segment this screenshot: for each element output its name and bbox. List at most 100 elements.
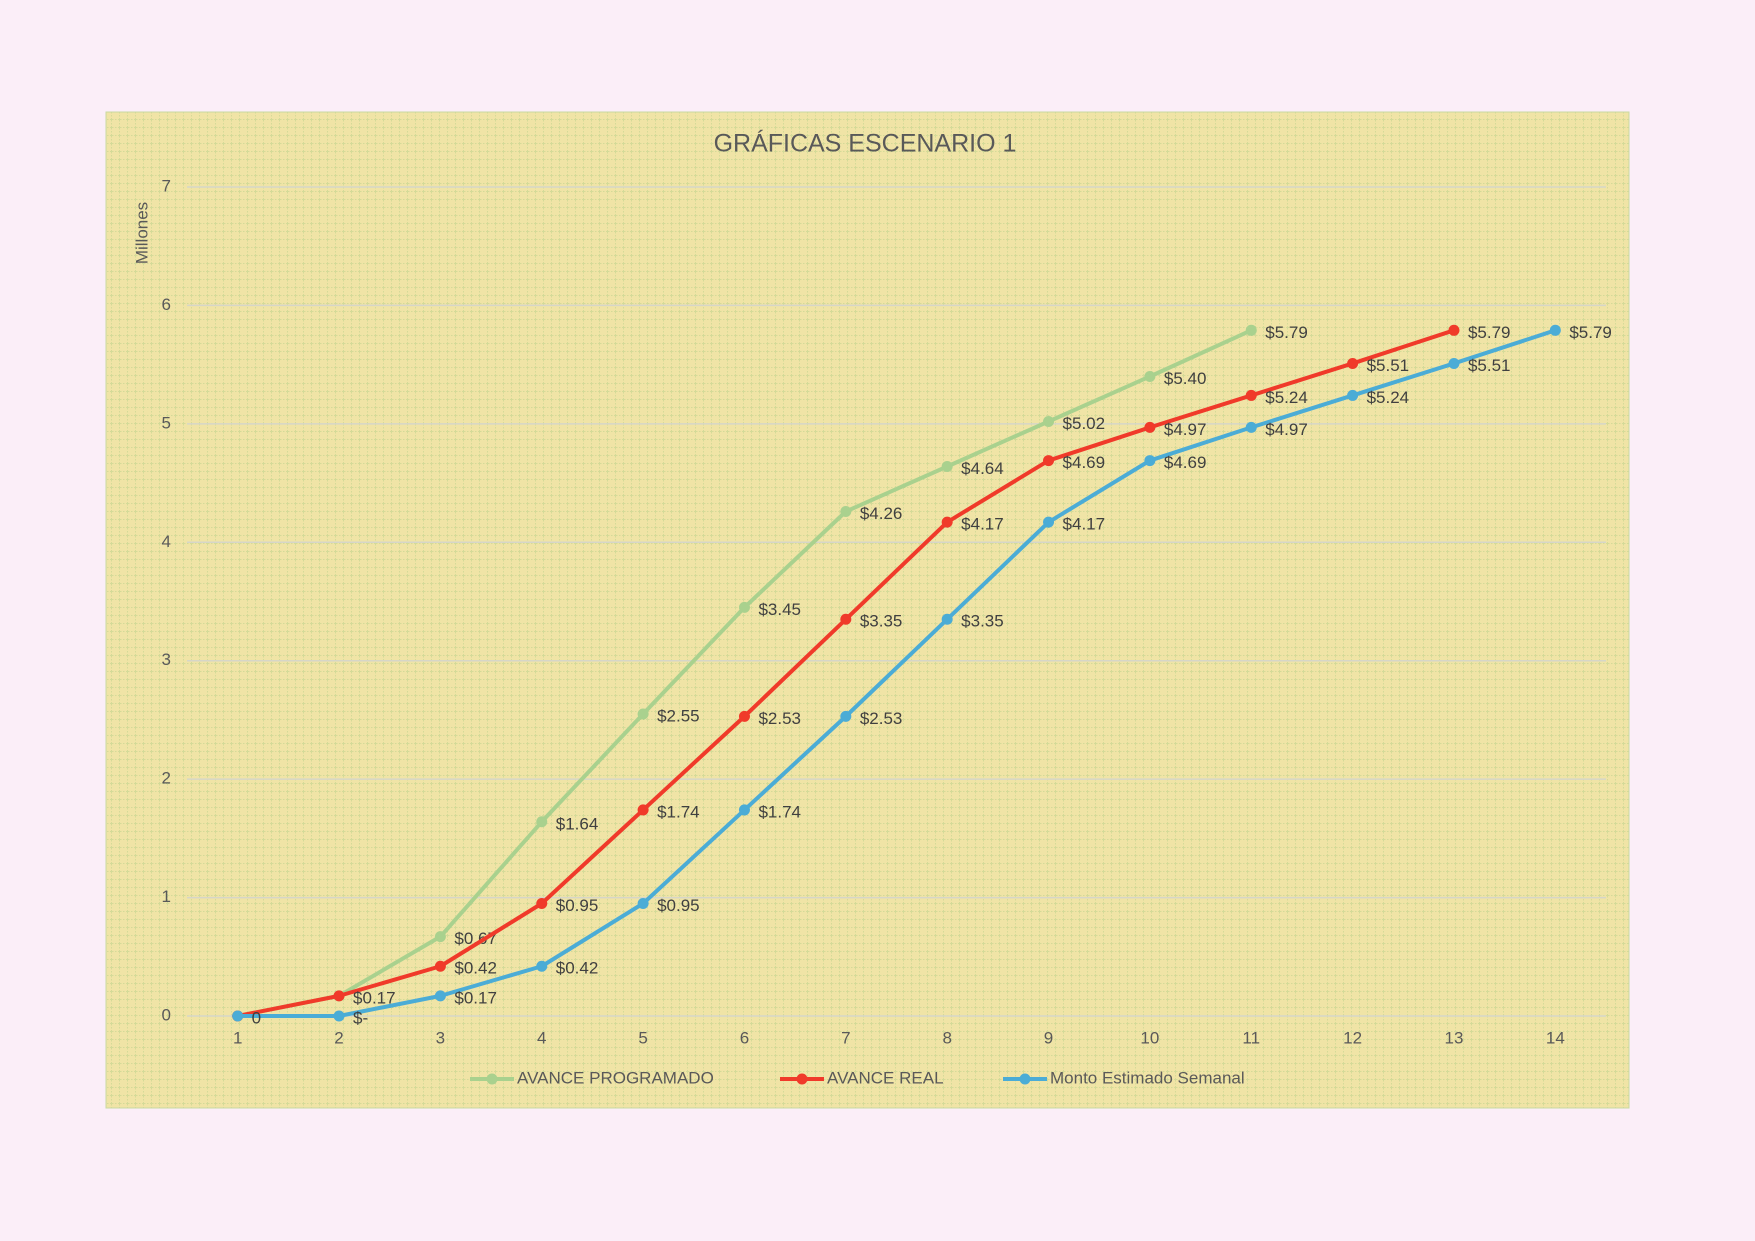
point	[840, 505, 852, 517]
y-tick-label: 2	[162, 769, 171, 788]
point	[1448, 357, 1460, 369]
point	[637, 897, 649, 909]
data-label: $5.24	[1265, 388, 1308, 407]
point	[536, 897, 548, 909]
point	[536, 960, 548, 972]
point	[1347, 357, 1359, 369]
point	[434, 931, 446, 943]
data-label: $0.17	[454, 988, 497, 1007]
data-label: $5.24	[1367, 388, 1410, 407]
data-label: $2.53	[758, 709, 801, 728]
x-tick-label: 14	[1546, 1028, 1565, 1047]
y-axis-title: Millones	[132, 202, 151, 264]
legend-marker	[796, 1073, 808, 1085]
point	[1144, 455, 1156, 467]
data-label: $0.95	[556, 896, 599, 915]
legend-marker	[486, 1073, 498, 1085]
data-label: $5.79	[1569, 323, 1612, 342]
point	[1043, 455, 1055, 467]
x-tick-label: 9	[1044, 1028, 1053, 1047]
x-tick-label: 12	[1343, 1028, 1362, 1047]
chart-area	[105, 111, 1630, 1109]
x-tick-label: 4	[537, 1028, 546, 1047]
data-label: $3.35	[961, 612, 1004, 631]
data-label: 0	[252, 1008, 261, 1027]
data-label: $0.42	[454, 959, 497, 978]
point	[840, 613, 852, 625]
point	[1245, 421, 1257, 433]
point	[434, 990, 446, 1002]
data-label: $1.64	[556, 814, 599, 833]
point	[232, 1010, 244, 1022]
data-label: $2.55	[657, 706, 700, 725]
x-tick-label: 10	[1140, 1028, 1159, 1047]
point	[1144, 370, 1156, 382]
data-label: $4.97	[1164, 420, 1207, 439]
x-tick-label: 7	[841, 1028, 850, 1047]
point	[637, 804, 649, 816]
y-tick-label: 7	[162, 176, 171, 195]
data-label: $1.74	[758, 802, 801, 821]
x-tick-label: 3	[436, 1028, 445, 1047]
data-label: $3.45	[758, 600, 801, 619]
point	[333, 1010, 345, 1022]
y-tick-label: 5	[162, 413, 171, 432]
point	[1043, 415, 1055, 427]
point	[941, 460, 953, 472]
data-label: $5.79	[1468, 323, 1511, 342]
legend-label: AVANCE REAL	[827, 1068, 944, 1087]
data-label: $5.51	[1367, 356, 1410, 375]
x-tick-label: 2	[334, 1028, 343, 1047]
data-label: $4.17	[1063, 515, 1106, 534]
x-tick-label: 1	[233, 1028, 242, 1047]
data-label: $0.95	[657, 896, 700, 915]
point	[333, 990, 345, 1002]
data-label: $0.67	[454, 929, 497, 948]
data-label: $4.69	[1164, 453, 1207, 472]
x-tick-label: 5	[638, 1028, 647, 1047]
x-tick-label: 8	[942, 1028, 951, 1047]
legend-label: Monto Estimado Semanal	[1050, 1068, 1245, 1087]
point	[840, 710, 852, 722]
data-label: $4.97	[1265, 420, 1308, 439]
point	[1043, 516, 1055, 528]
point	[1245, 389, 1257, 401]
point	[1549, 324, 1561, 336]
point	[434, 960, 446, 972]
y-tick-label: 4	[162, 532, 171, 551]
x-tick-label: 13	[1445, 1028, 1464, 1047]
data-label: $2.53	[860, 709, 903, 728]
data-label: $4.26	[860, 504, 903, 523]
data-label: $1.74	[657, 802, 700, 821]
y-tick-label: 3	[162, 650, 171, 669]
point	[738, 601, 750, 613]
data-label: $0.42	[556, 959, 599, 978]
y-tick-label: 6	[162, 295, 171, 314]
data-label: $-	[353, 1008, 368, 1027]
y-tick-label: 0	[162, 1005, 171, 1024]
point	[637, 708, 649, 720]
data-label: $4.64	[961, 459, 1004, 478]
data-label: $5.02	[1063, 414, 1106, 433]
line	[237, 328, 1556, 1018]
data-label: $5.51	[1468, 356, 1511, 375]
data-label: $4.69	[1063, 453, 1106, 472]
point	[1144, 421, 1156, 433]
point	[1245, 324, 1257, 336]
data-label: $5.79	[1265, 323, 1308, 342]
chart-title: GRÁFICAS ESCENARIO 1	[714, 129, 1017, 158]
point	[941, 516, 953, 528]
point	[536, 816, 548, 828]
point	[941, 613, 953, 625]
data-label: $0.17	[353, 988, 396, 1007]
y-tick-label: 1	[162, 887, 171, 906]
data-label: $4.17	[961, 515, 1004, 534]
data-label: $5.40	[1164, 369, 1207, 388]
x-tick-label: 6	[740, 1028, 749, 1047]
point	[1347, 389, 1359, 401]
point	[1448, 324, 1460, 336]
x-tick-label: 11	[1242, 1028, 1260, 1047]
legend-marker	[1019, 1073, 1031, 1085]
